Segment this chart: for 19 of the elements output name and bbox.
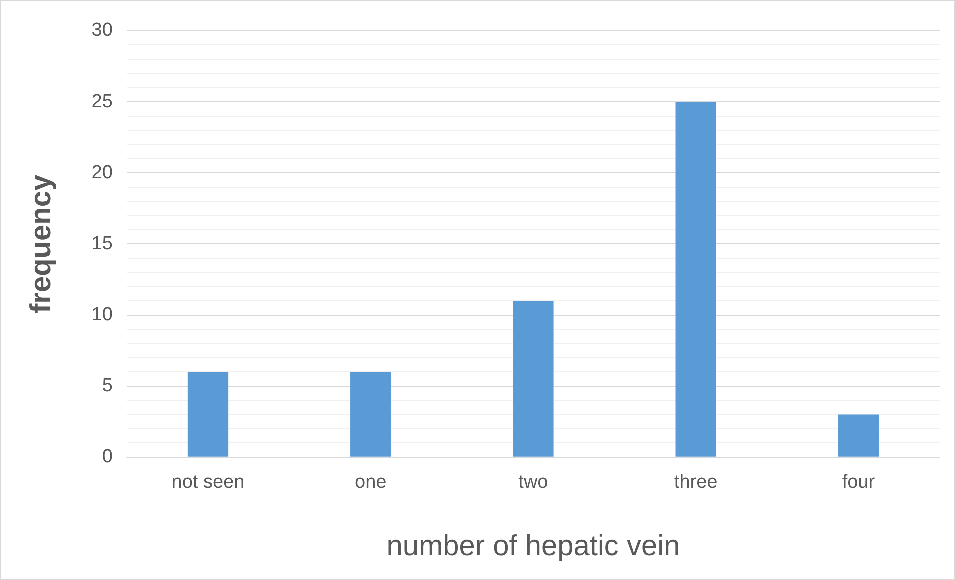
y-tick-label: 0: [102, 446, 113, 468]
bar: [350, 372, 392, 457]
x-tick-label: two: [518, 472, 548, 494]
y-axis-title: frequency: [25, 174, 58, 314]
x-tick-label: not seen: [172, 472, 245, 494]
y-tick-label: 30: [92, 20, 113, 42]
bar: [838, 414, 880, 457]
y-tick-label: 15: [92, 233, 113, 254]
x-tick-label: four: [842, 472, 876, 494]
y-tick-label: 5: [102, 376, 113, 397]
y-tick-label: 10: [92, 304, 113, 326]
bar: [188, 372, 229, 457]
x-tick-label: three: [674, 472, 718, 494]
y-tick-label: 25: [92, 91, 113, 112]
x-tick-label: one: [355, 472, 387, 494]
x-axis-title: number of hepatic vein: [386, 530, 680, 563]
y-tick-label: 20: [92, 162, 113, 184]
bar: [676, 102, 716, 457]
bar: [513, 301, 554, 457]
